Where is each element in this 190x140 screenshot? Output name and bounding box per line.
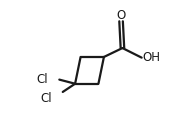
Text: OH: OH <box>142 51 160 64</box>
Text: Cl: Cl <box>37 73 48 86</box>
Text: O: O <box>116 9 126 22</box>
Text: Cl: Cl <box>40 92 52 105</box>
